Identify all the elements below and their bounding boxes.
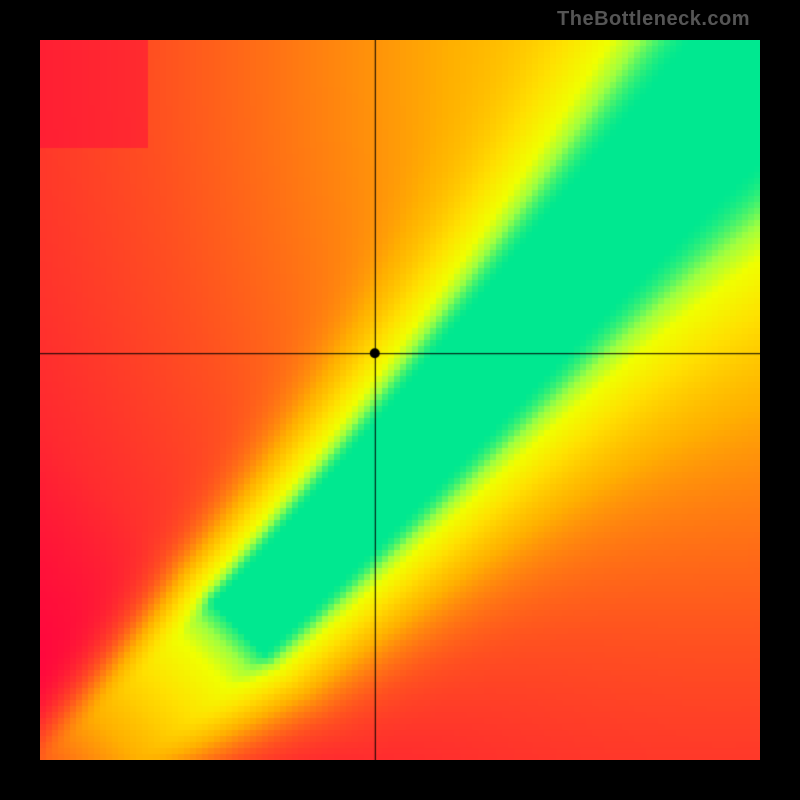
plot-area — [40, 40, 760, 760]
chart-container: TheBottleneck.com — [0, 0, 800, 800]
heatmap-canvas — [40, 40, 760, 760]
watermark-label: TheBottleneck.com — [557, 8, 750, 31]
